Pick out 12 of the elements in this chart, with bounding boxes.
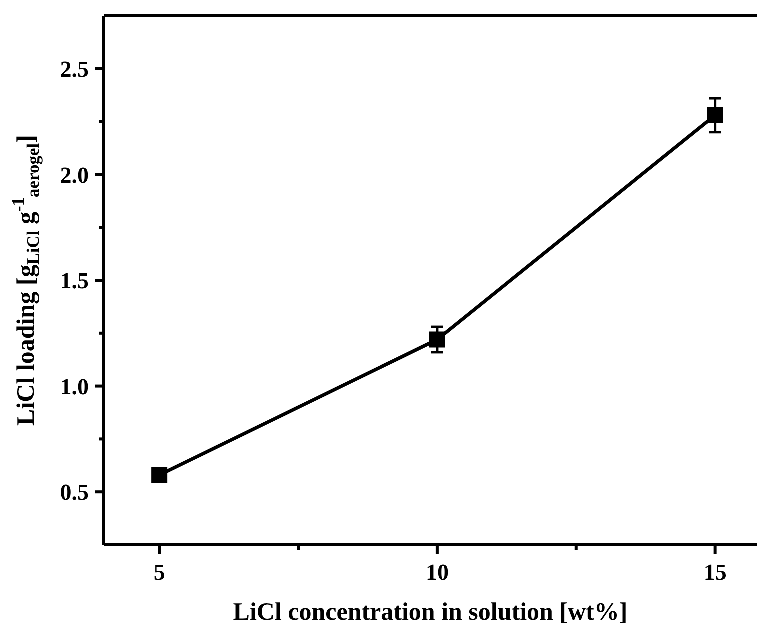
y-tick-label: 1.0 [60,374,89,400]
x-tick-label: 10 [426,560,449,585]
point [707,107,724,124]
point [152,467,168,484]
x-axis-title: LiCl concentration in solution [wt%] [233,599,628,626]
x-tick-label: 15 [704,560,727,585]
point [429,332,446,348]
x-tick-label: 5 [154,560,166,585]
y-tick-label: 1.5 [60,268,89,294]
y-tick-label: 2.5 [60,56,89,82]
y-tick-label: 0.5 [60,480,89,506]
y-tick-label: 2.0 [60,162,89,188]
